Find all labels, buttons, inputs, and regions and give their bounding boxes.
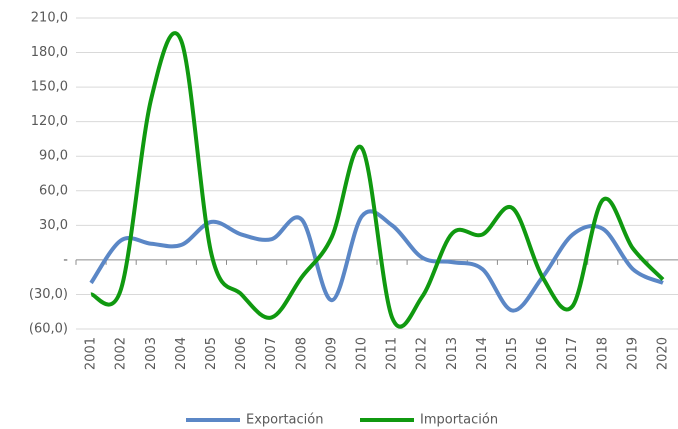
x-tick-label: 2006 xyxy=(234,337,249,370)
x-tick-label: 2009 xyxy=(324,337,339,370)
x-tick-label: 2010 xyxy=(354,337,369,370)
y-tick-label: 150,0 xyxy=(31,80,68,95)
x-tick-label: 2001 xyxy=(84,337,99,370)
x-tick-label: 2004 xyxy=(174,337,189,370)
x-tick-label: 2008 xyxy=(294,337,309,370)
series-line xyxy=(89,209,664,313)
y-tick-label: 60,0 xyxy=(39,183,68,198)
y-tick-label: 90,0 xyxy=(39,149,68,164)
x-tick-label: 2016 xyxy=(535,337,550,370)
x-tick-label: 2018 xyxy=(595,337,610,370)
x-tick-label: 2019 xyxy=(625,337,640,370)
legend-label: Importación xyxy=(420,413,498,428)
y-tick-label: 120,0 xyxy=(31,114,68,129)
x-tick-label: 2014 xyxy=(475,337,490,370)
legend-label: Exportación xyxy=(246,413,323,428)
x-tick-label: 2015 xyxy=(505,337,520,370)
x-tick-label: 2020 xyxy=(655,337,670,370)
y-tick-label: (60,0) xyxy=(29,322,68,337)
series-line xyxy=(90,31,665,329)
x-tick-label: 2017 xyxy=(565,337,580,370)
x-tick-label: 2012 xyxy=(415,337,430,370)
x-tick-label: 2011 xyxy=(385,337,400,370)
y-tick-label: 210,0 xyxy=(31,11,68,26)
x-tick-label: 2002 xyxy=(114,337,129,370)
x-tick-label: 2003 xyxy=(144,337,159,370)
y-tick-label: 180,0 xyxy=(31,45,68,60)
x-tick-label: 2007 xyxy=(264,337,279,370)
y-tick-label: - xyxy=(63,252,68,267)
y-tick-label: 30,0 xyxy=(39,218,68,233)
x-tick-label: 2013 xyxy=(445,337,460,370)
x-tick-label: 2005 xyxy=(204,337,219,370)
y-tick-label: (30,0) xyxy=(29,287,68,302)
